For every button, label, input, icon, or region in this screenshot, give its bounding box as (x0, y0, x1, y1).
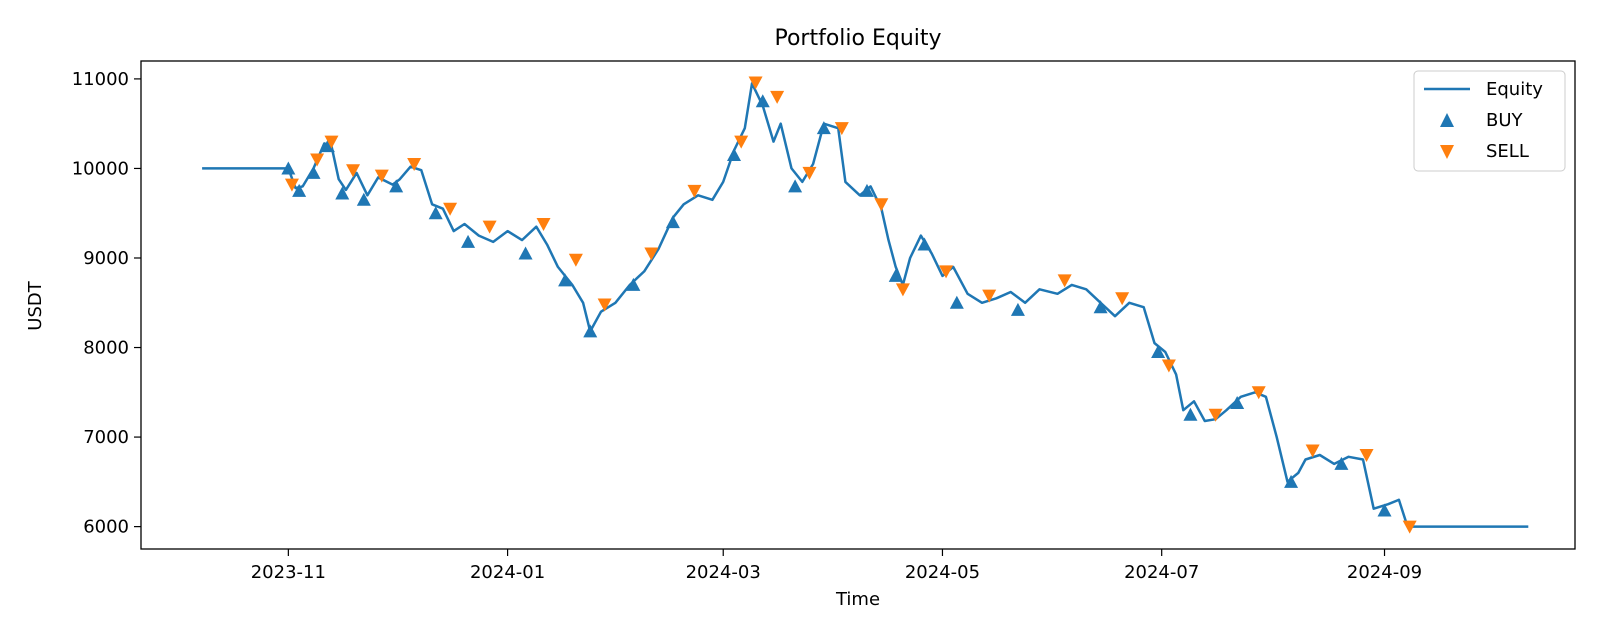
sell-marker (802, 166, 817, 180)
buy-marker (1093, 300, 1108, 314)
buy-marker (949, 295, 964, 309)
buy-marker (306, 165, 321, 179)
sell-marker (687, 184, 702, 198)
buy-marker (1010, 302, 1025, 316)
x-tick-label: 2024-05 (905, 562, 980, 583)
buy-marker (1377, 503, 1392, 517)
sell-marker (1161, 359, 1176, 373)
legend: Equity BUY SELL (1413, 70, 1566, 172)
buy-marker (755, 94, 770, 108)
axes-frame (140, 60, 1576, 550)
sell-marker (770, 90, 785, 104)
buy-marker (1151, 345, 1166, 359)
sell-marker (407, 157, 422, 171)
plot-area: 2023-11 2024-01 2024-03 2024-05 2024-07 2024-… (72, 60, 1576, 583)
sell-marker (644, 247, 659, 261)
buy-marker (389, 179, 404, 193)
buy-marker (320, 139, 335, 153)
sell-marker (443, 202, 458, 216)
sell-marker (874, 198, 889, 212)
x-tick-label: 2024-01 (470, 562, 545, 583)
buy-marker (888, 268, 903, 282)
y-axis: 6000 7000 8000 9000 10000 11000 (72, 69, 141, 538)
sell-marker (1115, 292, 1130, 306)
x-axis-label: Time (835, 589, 880, 610)
sell-marker (748, 76, 763, 90)
buy-marker (292, 183, 307, 197)
buy-marker (727, 148, 742, 162)
buy-marker (626, 277, 641, 291)
buy-marker (461, 234, 476, 248)
sell-marker (1305, 444, 1320, 458)
buy-marker (816, 121, 831, 135)
sell-marker (597, 298, 612, 312)
buy-marker (665, 215, 680, 229)
x-tick-label: 2024-03 (686, 562, 761, 583)
buy-marker (335, 186, 350, 200)
legend-buy-swatch (1440, 113, 1454, 127)
buy-marker (1284, 474, 1299, 488)
sell-marker (346, 164, 361, 178)
sell-marker (834, 122, 849, 136)
sell-marker (895, 283, 910, 297)
chart-title: Portfolio Equity (774, 26, 941, 51)
sell-marker (982, 289, 997, 303)
y-tick-label: 7000 (83, 427, 129, 448)
y-tick-label: 10000 (72, 158, 129, 179)
x-tick-label: 2024-07 (1124, 562, 1199, 583)
sell-marker (324, 135, 339, 149)
legend-sell-label: SELL (1486, 141, 1529, 162)
sell-marker (284, 178, 299, 192)
buy-marker (1334, 456, 1349, 470)
sell-marker (734, 135, 749, 149)
sell-marker (536, 217, 551, 231)
buy-marker (281, 161, 296, 175)
buy-marker (917, 237, 932, 251)
legend-buy-label: BUY (1486, 110, 1524, 131)
sell-marker (374, 169, 389, 183)
x-tick-label: 2024-09 (1347, 562, 1422, 583)
sell-marker (1057, 274, 1072, 288)
x-axis: 2023-11 2024-01 2024-03 2024-05 2024-07 2024-… (251, 549, 1422, 583)
y-axis-label: USDT (25, 280, 46, 330)
buy-marker (558, 273, 573, 287)
y-tick-label: 9000 (83, 248, 129, 269)
series-layer (202, 76, 1529, 534)
buy-marker (583, 324, 598, 338)
sell-marker (939, 265, 954, 279)
sell-marker (482, 220, 497, 234)
buy-marker (356, 192, 371, 206)
x-tick-label: 2023-11 (251, 562, 326, 583)
sell-marker (1402, 520, 1417, 534)
buy-marker (1183, 407, 1198, 421)
y-tick-label: 8000 (83, 338, 129, 359)
y-tick-label: 11000 (72, 69, 129, 90)
buy-marker (518, 246, 533, 260)
sell-marker (1251, 386, 1266, 400)
sell-marker (568, 253, 583, 267)
buy-marker (859, 183, 874, 197)
buy-marker (428, 206, 443, 220)
sell-marker (1359, 448, 1374, 462)
y-tick-label: 6000 (83, 517, 129, 538)
sell-marker (310, 153, 325, 167)
buy-marker (1230, 396, 1245, 410)
legend-equity-label: Equity (1486, 79, 1543, 100)
legend-sell-swatch (1440, 145, 1454, 159)
buy-marker (788, 179, 803, 193)
sell-marker (1208, 408, 1223, 422)
